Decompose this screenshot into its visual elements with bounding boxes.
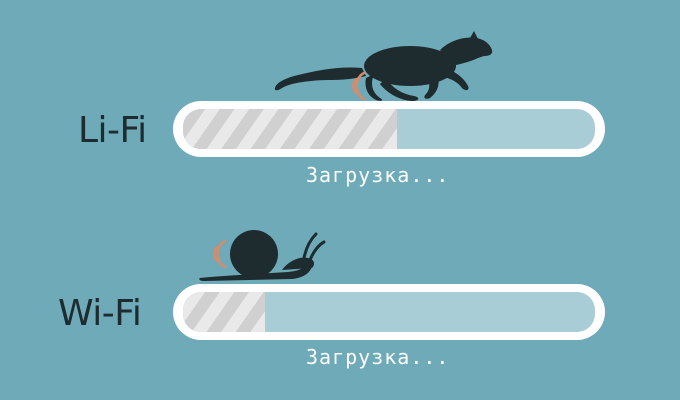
wifi-loading-text: Загрузка... bbox=[306, 345, 450, 369]
lifi-progress-fill bbox=[183, 109, 398, 149]
lifi-loading-text: Загрузка... bbox=[306, 163, 450, 187]
snail-icon bbox=[199, 230, 326, 281]
cheetah-running-icon bbox=[274, 31, 493, 101]
wifi-label: Wi-Fi bbox=[58, 293, 142, 334]
wifi-progress-bar bbox=[173, 284, 605, 340]
lifi-label: Li-Fi bbox=[78, 110, 147, 151]
lifi-progress-bar bbox=[173, 101, 605, 157]
signal-waves-icon bbox=[352, 71, 366, 100]
signal-waves-icon bbox=[213, 239, 227, 268]
wifi-progress-track bbox=[183, 292, 595, 332]
wifi-progress-fill bbox=[183, 292, 266, 332]
lifi-progress-track bbox=[183, 109, 595, 149]
